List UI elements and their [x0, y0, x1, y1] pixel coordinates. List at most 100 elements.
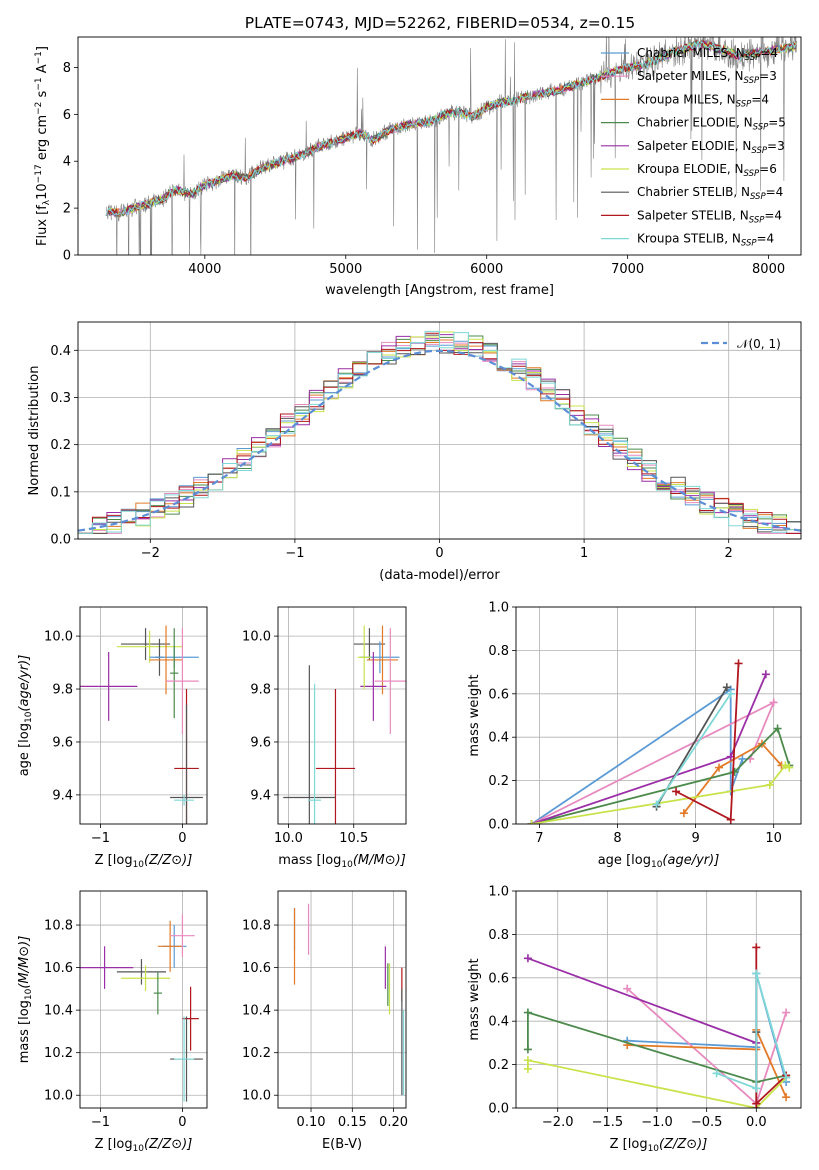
y-tick-label: 0.2 [488, 774, 509, 789]
y-tick-label: 10.0 [242, 630, 271, 645]
legend-entry: Salpeter ELODIE, NSSP=3 [637, 139, 785, 156]
errorbar-point [120, 965, 171, 991]
legend-entry: 𝒩(0, 1) [737, 337, 781, 351]
weight-marker [773, 724, 782, 733]
weight-marker [523, 1045, 532, 1054]
y-tick-label: 10.2 [44, 1046, 73, 1061]
errorbar-plot-area [80, 625, 203, 824]
errorbar-point [308, 683, 322, 824]
y-tick-label: 10.0 [242, 1089, 271, 1104]
x-tick-label: 10.0 [274, 831, 303, 846]
errorbar-point [116, 959, 167, 985]
normal-curve [78, 349, 801, 532]
axes-frame [77, 321, 802, 540]
errorbar-point [283, 665, 336, 824]
weight-marker [652, 800, 661, 809]
x-tick-label: 4000 [188, 262, 221, 277]
age-vs-Z-panel: −1 0 9.4 9.6 9.8 10.0 Z [log10(Z/Z⊙)] age [log1… [17, 606, 208, 870]
weight-marker [722, 683, 731, 692]
y-tick-label: 0.1 [50, 485, 71, 500]
weight-marker [761, 670, 770, 679]
x-tick-label: −1.5 [592, 1115, 624, 1130]
y-tick-label: 0.4 [50, 344, 71, 359]
errorbar-point [166, 628, 199, 735]
y-tick-label: 2 [63, 202, 71, 217]
y-tick-label: 10.0 [44, 1089, 73, 1104]
x-tick-label: 0.15 [338, 1115, 367, 1130]
errorbar-point [120, 628, 171, 660]
errorbar-point [315, 689, 356, 824]
x-tick-label: 0 [178, 1115, 186, 1130]
axes-frame [277, 890, 407, 1109]
x-tick-label: 7000 [611, 262, 644, 277]
weight-plot-area [527, 659, 794, 824]
x-axis-label: Z [log10(Z/Z⊙)] [95, 853, 193, 870]
errorbar-point [80, 651, 138, 721]
weight-marker [679, 809, 688, 818]
mass-vs-ebv-panel: 0.10 0.15 0.20 10.0 10.2 10.4 10.6 10.8 E(B-V) [242, 890, 408, 1152]
y-tick-label: 9.8 [250, 683, 271, 698]
y-axis-label: mass weight [467, 674, 482, 756]
errorbar-point [170, 628, 179, 719]
y-tick-label: 10.6 [44, 961, 73, 976]
weight-line [531, 687, 744, 824]
weight-marker [527, 820, 536, 824]
errorbar-point [170, 914, 195, 957]
spectrum-model-line [105, 40, 797, 217]
legend-entry: Salpeter MILES, NSSP=3 [637, 69, 777, 86]
y-axis-label: Flux [fλ10−17 erg cm−2 s−1 A−1] [34, 46, 52, 246]
x-tick-label: −2.0 [542, 1115, 574, 1130]
x-tick-label: −1 [91, 1115, 110, 1130]
histogram-panel: −2 −1 0 1 2 0.0 0.1 0.2 0.3 0.4 (data-model)/error… [27, 321, 802, 583]
y-tick-label: 0.6 [488, 687, 509, 702]
weight-line [716, 973, 787, 1090]
axes-frame [77, 36, 802, 256]
errorbar-point [157, 920, 183, 972]
x-axis-label: Z [log10(Z/Z⊙)] [95, 1137, 193, 1154]
x-tick-label: −1 [285, 546, 304, 561]
weight-line [683, 742, 783, 814]
weight-marker [782, 1093, 791, 1102]
y-tick-label: 10.2 [242, 1046, 271, 1061]
legend-entry: Chabrier ELODIE, NSSP=5 [637, 116, 786, 133]
x-tick-label: 5000 [329, 262, 362, 277]
x-tick-label: 0.10 [297, 1115, 326, 1130]
x-tick-label: 9 [691, 831, 699, 846]
y-tick-label: 9.6 [250, 735, 271, 750]
y-tick-label: 0.3 [50, 391, 71, 406]
errorbar-point [182, 986, 199, 1051]
x-tick-label: −1.0 [641, 1115, 673, 1130]
figure-title: PLATE=0743, MJD=52262, FIBERID=0534, z=0… [245, 14, 635, 32]
errorbar-point [357, 625, 371, 690]
weight-marker [785, 763, 794, 772]
y-tick-label: 0.6 [488, 971, 509, 986]
x-tick-label: 0 [435, 546, 443, 561]
weight-marker [769, 698, 778, 707]
weight-marker [726, 689, 735, 698]
x-axis-label: E(B-V) [322, 1137, 362, 1152]
y-tick-label: 9.8 [52, 683, 73, 698]
y-tick-label: 0.8 [488, 644, 509, 659]
y-tick-label: 0 [63, 249, 71, 264]
errorbar-point [149, 625, 183, 695]
weight-marker [523, 1064, 532, 1073]
x-tick-label: 10.5 [339, 831, 368, 846]
y-tick-label: 9.4 [250, 788, 271, 803]
axes-frame [79, 890, 208, 1109]
weight-line [531, 726, 791, 824]
weight-line [655, 693, 732, 806]
y-tick-label: 0.8 [488, 928, 509, 943]
spectrum-model-line [105, 39, 797, 217]
y-tick-label: 0.0 [50, 533, 71, 548]
spectrum-panel: 4000 5000 6000 7000 8000 0 2 4 6 8 wavelength [Ang… [34, 36, 802, 298]
x-tick-label: 0.0 [746, 1115, 767, 1130]
y-tick-label: 10.0 [44, 630, 73, 645]
errorbar-point [153, 971, 162, 1015]
y-axis-label: mass [log10(M/M⊙)] [17, 936, 34, 1064]
weight-line [527, 1059, 787, 1108]
errorbar-point [174, 794, 194, 806]
y-tick-label: 10.8 [242, 919, 271, 934]
x-tick-label: 0.20 [379, 1115, 408, 1130]
axes-frame [515, 606, 802, 825]
axes-frame [515, 890, 802, 1109]
